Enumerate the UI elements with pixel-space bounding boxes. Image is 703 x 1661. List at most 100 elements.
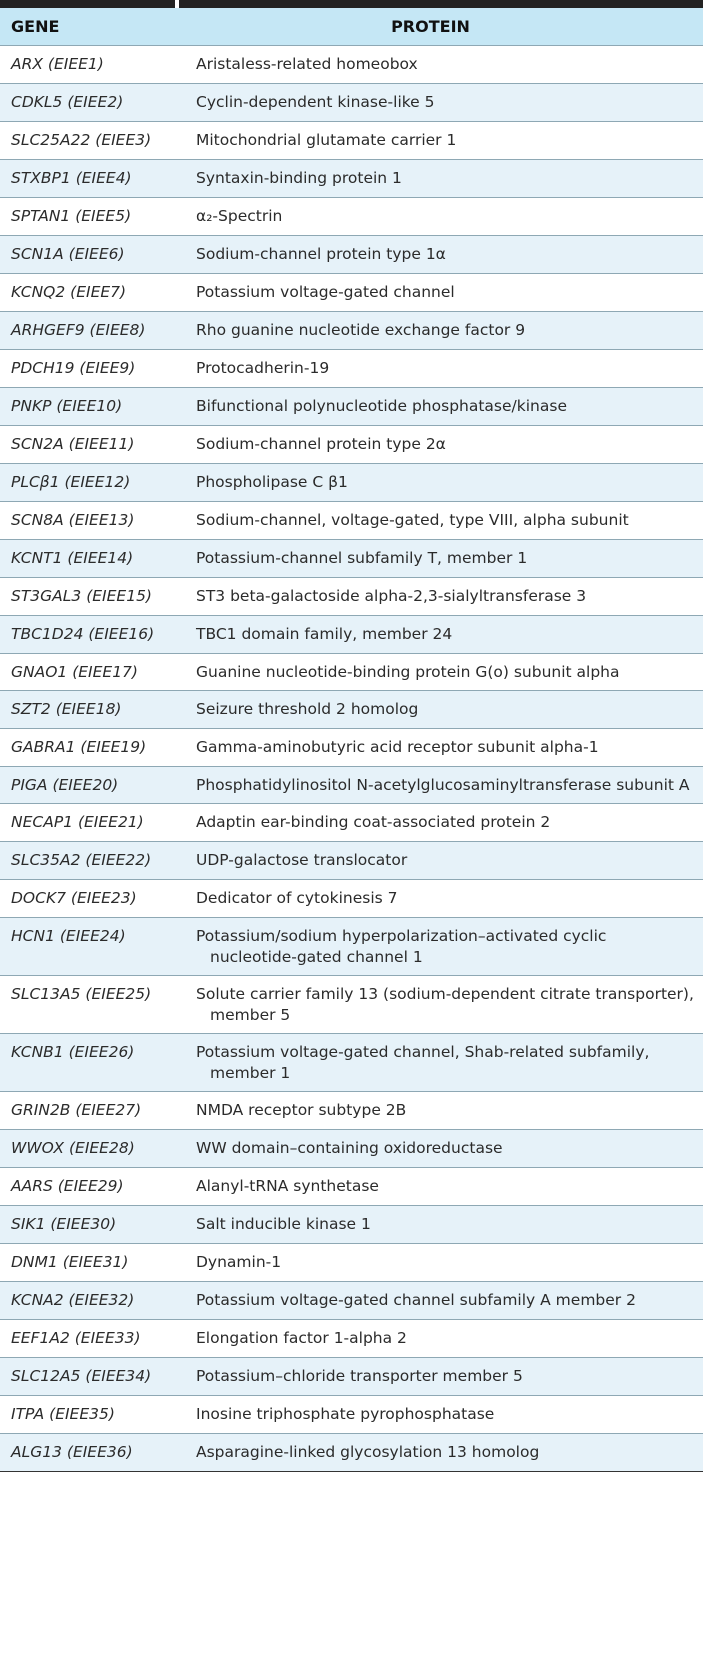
table-row: SLC13A5 (EIEE25) Solute carrier family 13…	[0, 975, 703, 1034]
protein-text: Potassium-channel subfamily T, member 1	[196, 548, 528, 567]
table-row: SLC12A5 (EIEE34) Potassium–chloride trans…	[0, 1357, 703, 1396]
gene-cell: KCNQ2 (EIEE7)	[0, 273, 188, 312]
protein-text: Gamma-aminobutyric acid receptor subunit…	[196, 738, 599, 756]
top-rule	[0, 0, 703, 8]
table-row: CDKL5 (EIEE2) Cyclin-dependent kinase-lik…	[0, 83, 703, 122]
protein-text: Salt inducible kinase 1	[196, 1215, 371, 1233]
protein-text: UDP-galactose translocator	[196, 851, 408, 869]
protein-text: α₂-Spectrin	[196, 207, 283, 225]
protein-cell: Alanyl-tRNA synthetase	[188, 1167, 703, 1206]
gene-cell: WWOX (EIEE28)	[0, 1129, 188, 1168]
protein-text: Elongation factor 1-alpha 2	[196, 1328, 407, 1347]
gene-cell: KCNA2 (EIEE32)	[0, 1281, 188, 1320]
gene-cell: CDKL5 (EIEE2)	[0, 83, 188, 122]
gene-cell: ITPA (EIEE35)	[0, 1395, 188, 1434]
protein-cell: Potassium-channel subfamily T, member 1	[188, 539, 703, 578]
gene-protein-table: GENE PROTEIN ARX (EIEE1) Aristaless-relat…	[0, 8, 703, 1472]
protein-cell: Dedicator of cytokinesis 7	[188, 879, 703, 918]
protein-text: WW domain–containing oxidoreductase	[196, 1139, 503, 1157]
protein-text: Sodium-channel protein type 1α	[196, 245, 446, 263]
protein-text: Dedicator of cytokinesis 7	[196, 889, 398, 907]
table-row: ARHGEF9 (EIEE8) Rho guanine nucleotide ex…	[0, 311, 703, 350]
gene-cell: PIGA (EIEE20)	[0, 766, 188, 804]
protein-text: Protocadherin-19	[196, 359, 330, 377]
protein-cell: Potassium voltage-gated channel subfamil…	[188, 1281, 703, 1320]
table-row: DOCK7 (EIEE23) Dedicator of cytokinesis 7	[0, 879, 703, 918]
protein-text: Adaptin ear-binding coat-associated prot…	[196, 813, 551, 831]
gene-cell: GRIN2B (EIEE27)	[0, 1091, 188, 1130]
gene-cell: PNKP (EIEE10)	[0, 387, 188, 426]
protein-text: Potassium voltage-gated channel	[196, 283, 455, 301]
gene-cell: DOCK7 (EIEE23)	[0, 879, 188, 918]
table-row: AARS (EIEE29) Alanyl-tRNA synthetase	[0, 1167, 703, 1206]
table-row: SZT2 (EIEE18) Seizure threshold 2 homolog	[0, 690, 703, 729]
protein-cell: Phospholipase C β1	[188, 463, 703, 502]
table-row: SLC25A22 (EIEE3) Mitochondrial glutamate …	[0, 121, 703, 160]
top-rule-gap	[175, 0, 179, 8]
gene-cell: SCN8A (EIEE13)	[0, 501, 188, 540]
gene-cell: EEF1A2 (EIEE33)	[0, 1319, 188, 1358]
protein-cell: Sodium-channel protein type 1α	[188, 235, 703, 274]
gene-cell: NECAP1 (EIEE21)	[0, 803, 188, 842]
gene-cell: PDCH19 (EIEE9)	[0, 349, 188, 388]
gene-cell: SLC25A22 (EIEE3)	[0, 121, 188, 160]
table-row: SPTAN1 (EIEE5) α₂-Spectrin	[0, 197, 703, 236]
protein-text: Bifunctional polynucleotide phosphatase/…	[196, 397, 567, 415]
protein-cell: Asparagine-linked glycosylation 13 homol…	[188, 1433, 703, 1472]
gene-cell: KCNT1 (EIEE14)	[0, 539, 188, 578]
protein-text: Solute carrier family 13 (sodium-depende…	[196, 985, 694, 1024]
protein-text: Alanyl-tRNA synthetase	[196, 1177, 379, 1195]
protein-text: Mitochondrial glutamate carrier 1	[196, 131, 457, 149]
gene-cell: SPTAN1 (EIEE5)	[0, 197, 188, 236]
protein-cell: Sodium-channel, voltage-gated, type VIII…	[188, 501, 703, 540]
protein-cell: Protocadherin-19	[188, 349, 703, 388]
protein-cell: Gamma-aminobutyric acid receptor subunit…	[188, 728, 703, 767]
protein-cell: Seizure threshold 2 homolog	[188, 690, 703, 729]
protein-cell: Potassium–chloride transporter member 5	[188, 1357, 703, 1396]
protein-text: Dynamin-1	[196, 1253, 282, 1271]
table-row: EEF1A2 (EIEE33) Elongation factor 1-alpha…	[0, 1319, 703, 1358]
protein-cell: Potassium voltage-gated channel	[188, 273, 703, 312]
table-row: GNAO1 (EIEE17) Guanine nucleotide-binding…	[0, 653, 703, 691]
protein-cell: Bifunctional polynucleotide phosphatase/…	[188, 387, 703, 426]
gene-column-header: GENE	[0, 8, 188, 46]
table-row: PIGA (EIEE20) Phosphatidylinositol N-acet…	[0, 766, 703, 804]
gene-cell: HCN1 (EIEE24)	[0, 917, 188, 976]
gene-cell: SLC35A2 (EIEE22)	[0, 841, 188, 880]
protein-cell: Inosine triphosphate pyrophosphatase	[188, 1395, 703, 1434]
protein-cell: Elongation factor 1-alpha 2	[188, 1319, 703, 1358]
protein-text: Sodium-channel, voltage-gated, type VIII…	[196, 511, 629, 529]
protein-cell: α₂-Spectrin	[188, 197, 703, 236]
header-row: GENE PROTEIN	[0, 8, 703, 46]
gene-cell: PLCβ1 (EIEE12)	[0, 463, 188, 502]
gene-cell: ARX (EIEE1)	[0, 45, 188, 84]
protein-cell: Aristaless-related homeobox	[188, 45, 703, 84]
table-row: ST3GAL3 (EIEE15) ST3 beta-galactoside alp…	[0, 577, 703, 616]
gene-cell: GNAO1 (EIEE17)	[0, 653, 188, 691]
protein-text: Seizure threshold 2 homolog	[196, 700, 419, 718]
table-row: ALG13 (EIEE36) Asparagine-linked glycosyl…	[0, 1433, 703, 1472]
protein-text: NMDA receptor subtype 2B	[196, 1101, 407, 1119]
protein-text: Potassium/sodium hyperpolarization–activ…	[196, 927, 607, 966]
protein-cell: Syntaxin-binding protein 1	[188, 159, 703, 198]
protein-text: TBC1 domain family, member 24	[196, 624, 453, 643]
protein-text: ST3 beta-galactoside alpha-2,3-sialyltra…	[196, 586, 587, 605]
protein-text: Potassium voltage-gated channel, Shab-re…	[196, 1043, 650, 1082]
table-row: KCNB1 (EIEE26) Potassium voltage-gated ch…	[0, 1033, 703, 1092]
protein-cell: TBC1 domain family, member 24	[188, 615, 703, 654]
protein-text: Inosine triphosphate pyrophosphatase	[196, 1404, 495, 1423]
protein-cell: Rho guanine nucleotide exchange factor 9	[188, 311, 703, 350]
table-row: SIK1 (EIEE30) Salt inducible kinase 1	[0, 1205, 703, 1244]
protein-text: Phospholipase C β1	[196, 473, 348, 491]
gene-cell: DNM1 (EIEE31)	[0, 1243, 188, 1282]
protein-text: Phosphatidylinositol N-acetylglucosaminy…	[196, 775, 690, 794]
protein-cell: WW domain–containing oxidoreductase	[188, 1129, 703, 1168]
gene-cell: AARS (EIEE29)	[0, 1167, 188, 1206]
table-row: SCN1A (EIEE6) Sodium-channel protein type…	[0, 235, 703, 274]
gene-cell: KCNB1 (EIEE26)	[0, 1033, 188, 1092]
table-row: PDCH19 (EIEE9) Protocadherin-19	[0, 349, 703, 388]
protein-cell: Adaptin ear-binding coat-associated prot…	[188, 803, 703, 842]
gene-cell: TBC1D24 (EIEE16)	[0, 615, 188, 654]
protein-text: Syntaxin-binding protein 1	[196, 169, 402, 187]
protein-cell: Cyclin-dependent kinase-like 5	[188, 83, 703, 122]
